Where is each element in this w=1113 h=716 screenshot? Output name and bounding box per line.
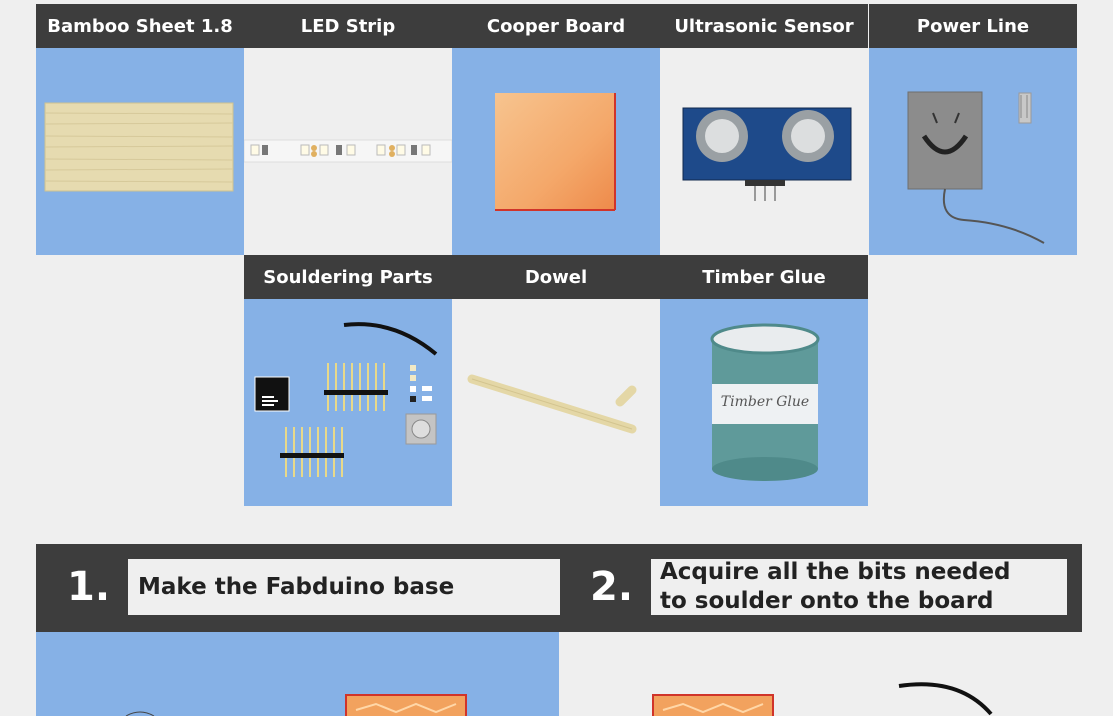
material-label: Ultrasonic Sensor — [660, 4, 868, 48]
material-led-strip: LED Strip — [244, 4, 452, 255]
material-label: Dowel — [452, 255, 660, 299]
material-power-line: Power Line — [869, 4, 1077, 255]
power-adapter-image — [869, 48, 1077, 255]
material-label: Power Line — [869, 4, 1077, 48]
material-label: LED Strip — [244, 4, 452, 48]
led-strip-image — [244, 48, 452, 255]
jar-label: Timber Glue — [720, 394, 810, 410]
step-2-text: Acquire all the bits needed to soulder o… — [651, 559, 1067, 615]
material-soldering-parts: Souldering Parts — [244, 255, 452, 506]
material-ultrasonic-sensor: Ultrasonic Sensor — [660, 4, 868, 255]
material-label: Bamboo Sheet 1.8 — [36, 4, 244, 48]
ultrasonic-sensor-image — [660, 48, 868, 255]
step-number: 1. — [67, 564, 111, 610]
material-bamboo-sheet: Bamboo Sheet 1.8 — [36, 4, 244, 255]
material-dowel: Dowel — [452, 255, 660, 506]
copper-board-image — [452, 48, 660, 255]
dowel-image — [452, 299, 660, 506]
steps-header: 1. Make the Fabduino base 2. Acquire all… — [36, 544, 1082, 632]
material-label: Timber Glue — [660, 255, 868, 299]
soldering-parts-image — [244, 299, 452, 506]
timber-glue-image: Timber Glue — [660, 299, 868, 506]
step-number: 2. — [590, 564, 634, 610]
bamboo-sheet-image — [36, 48, 244, 255]
step-1-image — [36, 632, 559, 716]
step-2-image — [559, 632, 1082, 716]
step-1-text: Make the Fabduino base — [128, 559, 560, 615]
material-label: Cooper Board — [452, 4, 660, 48]
material-timber-glue: Timber Glue Timber Glue — [660, 255, 868, 506]
material-copper-board: Cooper Board — [452, 4, 660, 255]
material-label: Souldering Parts — [244, 255, 452, 299]
